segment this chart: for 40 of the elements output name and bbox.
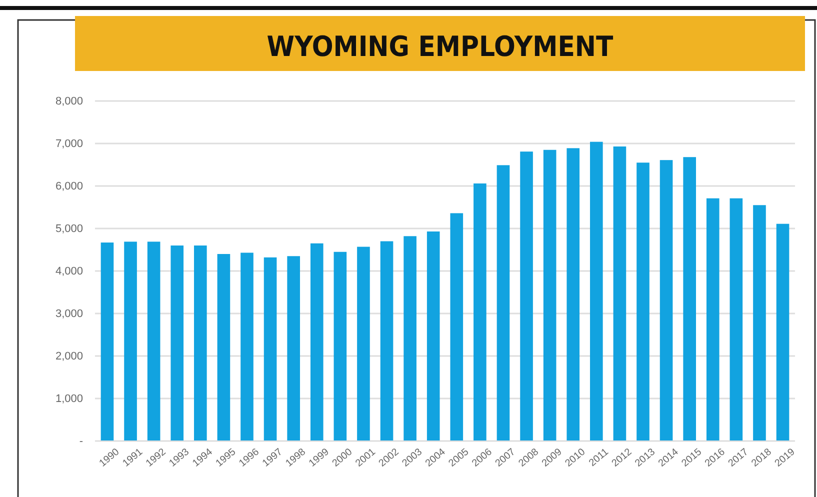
bar: [240, 252, 254, 441]
bar: [264, 257, 277, 441]
bar: [520, 152, 533, 441]
bar: [426, 231, 440, 441]
bar: [566, 148, 580, 441]
bar: [380, 241, 394, 441]
bar: [590, 142, 603, 441]
bar: [683, 157, 696, 441]
bar: [636, 162, 650, 441]
bar: [217, 254, 230, 441]
y-tick-label: 7,000: [55, 138, 83, 150]
bar: [660, 160, 673, 441]
bar: [147, 242, 160, 441]
bar: [776, 224, 790, 441]
bar: [496, 165, 510, 441]
y-tick-label: 3,000: [55, 308, 83, 320]
bar: [543, 150, 556, 441]
bar: [450, 213, 464, 441]
y-tick-label: 6,000: [55, 180, 83, 193]
bar: [124, 242, 137, 441]
bar: [170, 246, 184, 441]
bar: [194, 246, 207, 441]
y-tick-label: 4,000: [55, 266, 83, 278]
bar: [730, 198, 743, 441]
y-tick-label: 5,000: [55, 223, 83, 236]
y-tick-label: 2,000: [55, 350, 83, 363]
chart-title: WYOMING EMPLOYMENT: [266, 30, 614, 63]
y-tick-label: -: [79, 436, 84, 448]
bar: [310, 243, 324, 441]
bar: [404, 236, 416, 441]
bar: [613, 146, 626, 441]
bar: [287, 256, 300, 441]
y-tick-label: 8,000: [55, 96, 83, 108]
bar: [334, 252, 347, 441]
bar: [753, 205, 766, 441]
bar: [357, 246, 370, 441]
y-tick-label: 1,000: [55, 393, 83, 406]
bar: [474, 183, 486, 441]
bar: [706, 198, 720, 441]
bar: [100, 242, 114, 441]
